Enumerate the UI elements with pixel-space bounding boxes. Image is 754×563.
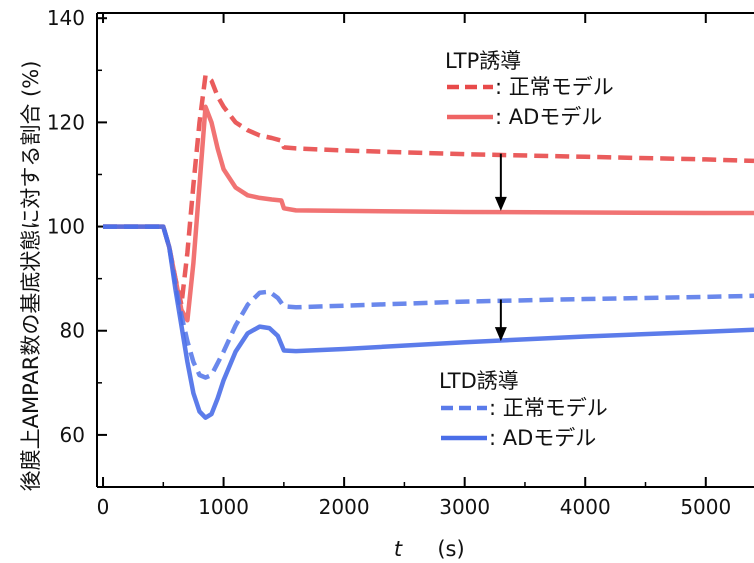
- arrow-head: [494, 196, 507, 211]
- y-tick-label: 140: [47, 6, 85, 30]
- y-tick-label: 60: [60, 423, 85, 447]
- x-tick-label: 4000: [560, 495, 611, 519]
- legend-label-ltd_ad: : ADモデル: [489, 426, 596, 450]
- annotations-layer: [494, 153, 507, 342]
- legend-label-ltp_ad: : ADモデル: [495, 105, 602, 129]
- series-line-ltd_ad: [103, 224, 754, 420]
- legend-title: LTP誘導: [445, 49, 521, 73]
- x-tick-label: 1000: [198, 495, 249, 519]
- y-axis-title: 後膜上AMPAR数の基底状態に対する割合 (%): [19, 61, 43, 492]
- y-tick-label: 100: [47, 215, 85, 239]
- series-line-ltd_normal: [103, 224, 754, 380]
- y-tick-label: 80: [60, 319, 85, 343]
- x-tick-label: 0: [97, 495, 110, 519]
- legend-label-ltd_normal: : 正常モデル: [489, 396, 608, 420]
- x-axis-unit: (s): [437, 537, 464, 561]
- arrow-head: [494, 327, 507, 342]
- y-tick-label: 120: [47, 110, 85, 134]
- x-axis-symbol: t: [394, 537, 403, 561]
- legend-title: LTD誘導: [439, 369, 519, 393]
- legend-label-ltp_normal: : 正常モデル: [495, 75, 614, 99]
- series-line-ltp_ad: [103, 104, 754, 323]
- x-tick-label: 2000: [319, 495, 370, 519]
- x-tick-label: 3000: [439, 495, 490, 519]
- x-tick-label: 5000: [680, 495, 731, 519]
- axes: 0 1000 2000 3000 4000 5000 60 80 100 120 140: [47, 6, 754, 519]
- series-layer: [103, 73, 754, 420]
